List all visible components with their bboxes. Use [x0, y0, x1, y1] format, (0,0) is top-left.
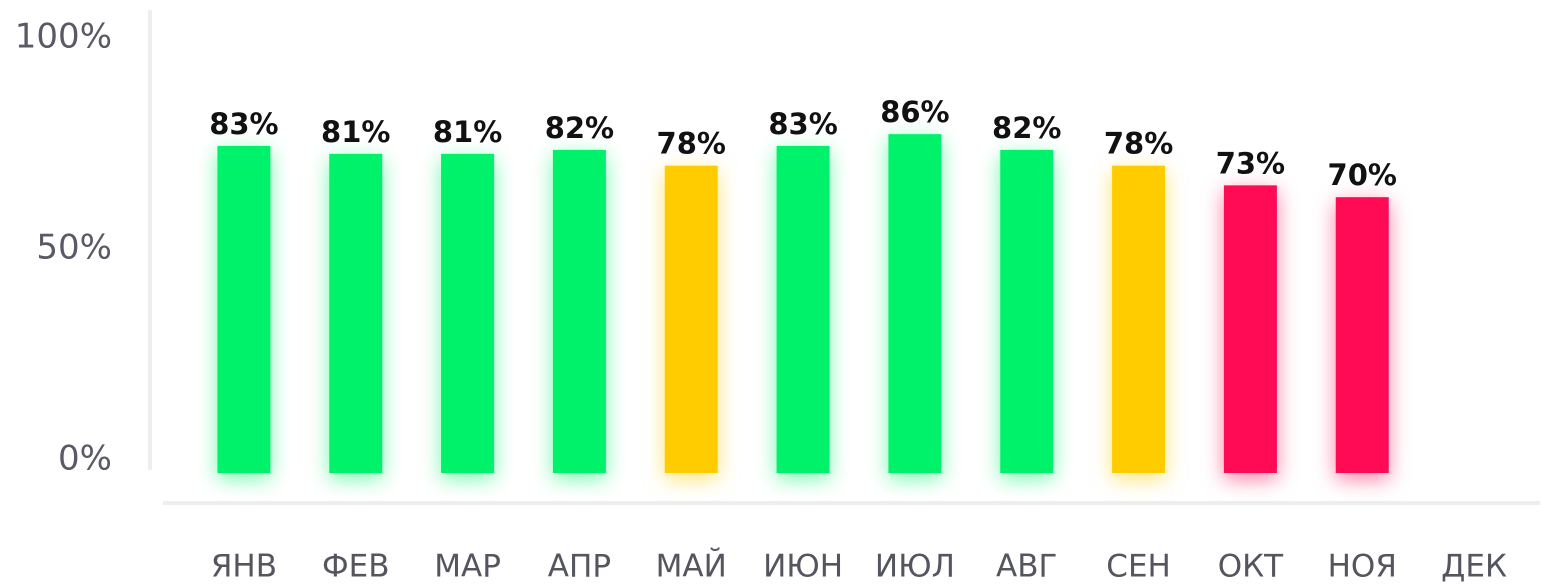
- y-tick-label: 100%: [15, 17, 112, 57]
- x-tick-label: НОЯ: [1328, 549, 1397, 585]
- x-tick-label: ОКТ: [1218, 549, 1284, 585]
- value-label: 82%: [992, 111, 1061, 145]
- bar: [1000, 149, 1054, 474]
- value-label: 70%: [1328, 158, 1397, 192]
- value-label: 78%: [1104, 127, 1173, 161]
- value-label: 83%: [209, 107, 278, 141]
- x-tick-label: СЕН: [1106, 549, 1171, 585]
- bar: [1335, 197, 1389, 473]
- x-tick-label: ЯНВ: [211, 549, 277, 585]
- bar: [217, 145, 271, 474]
- y-tick-label: 0%: [58, 439, 112, 479]
- bar: [664, 165, 718, 473]
- y-tick-label: 50%: [36, 228, 112, 268]
- value-label: 82%: [545, 111, 614, 145]
- value-label: 86%: [880, 95, 949, 129]
- value-label: 78%: [657, 127, 726, 161]
- x-tick-label: МАР: [434, 549, 501, 585]
- bar: [888, 134, 942, 473]
- x-tick-label: АПР: [548, 549, 611, 585]
- x-tick-label: ДЕК: [1441, 549, 1507, 585]
- bar: [1223, 185, 1277, 473]
- bar: [329, 153, 383, 473]
- bar: [776, 145, 830, 474]
- value-label: 73%: [1216, 146, 1285, 180]
- value-label: 81%: [321, 115, 390, 149]
- value-label: 83%: [768, 107, 837, 141]
- x-tick-label: ИЮН: [763, 549, 843, 585]
- x-tick-label: ФЕВ: [322, 549, 390, 585]
- bar: [1112, 165, 1166, 473]
- bar: [441, 153, 495, 473]
- x-tick-label: МАЙ: [656, 549, 727, 585]
- bar: [552, 149, 606, 474]
- value-label: 81%: [433, 115, 502, 149]
- x-tick-label: ИЮЛ: [875, 549, 955, 585]
- x-tick-label: АВГ: [996, 549, 1057, 585]
